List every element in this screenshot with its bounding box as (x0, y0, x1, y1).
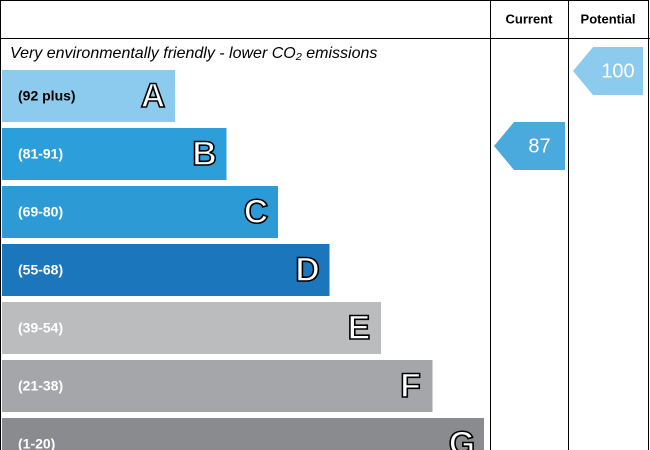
band-letter: D (295, 251, 320, 289)
rating-arrow (573, 47, 643, 95)
column-header: Potential (581, 11, 636, 26)
band-range: (81-91) (18, 146, 63, 162)
band-letter: F (400, 367, 421, 405)
band-letter: B (192, 135, 217, 173)
band-letter: E (348, 309, 371, 347)
rating-bar (2, 186, 278, 238)
rating-bar (2, 418, 484, 450)
band-range: (55-68) (18, 262, 63, 278)
band-range: (69-80) (18, 204, 63, 220)
rating-value: 100 (601, 60, 634, 82)
caption: Very environmentally friendly - lower CO… (10, 45, 377, 62)
band-letter: C (244, 193, 269, 231)
rating-bar (2, 70, 175, 122)
band-letter: A (141, 77, 166, 115)
rating-value: 87 (528, 135, 550, 157)
band-range: (21-38) (18, 378, 63, 394)
rating-bar (2, 360, 433, 412)
rating-bar (2, 244, 330, 296)
column-header: Current (506, 11, 554, 26)
band-range: (39-54) (18, 320, 63, 336)
rating-bar (2, 302, 381, 354)
rating-arrow (494, 122, 565, 170)
rating-bar (2, 128, 227, 180)
band-range: (92 plus) (18, 88, 76, 104)
band-letter: G (449, 425, 475, 450)
band-range: (1-20) (18, 436, 55, 450)
